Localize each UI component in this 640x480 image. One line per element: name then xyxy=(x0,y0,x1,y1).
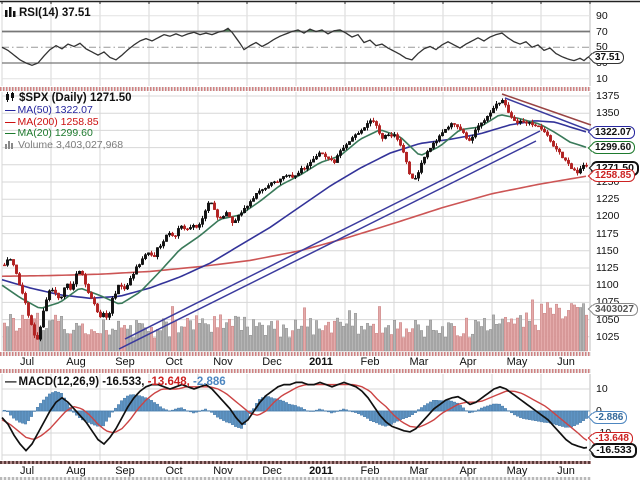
month-label-jul: Jul xyxy=(19,465,35,477)
ma200-label: MA(200) 1258.85 xyxy=(17,115,99,128)
rsi-legend-value: 37.51 xyxy=(61,7,91,19)
volume-bars-icon xyxy=(5,140,13,149)
month-label-may: May xyxy=(506,356,528,368)
axis-tick-label: 1125 xyxy=(596,262,619,274)
month-label-mar: Mar xyxy=(409,465,429,477)
macd-signal-callout: -13.648 xyxy=(587,431,633,445)
ma200-dash-icon: — xyxy=(5,115,16,128)
axis-tick-label: 1075 xyxy=(596,297,619,308)
panel-separator-macd-bottom xyxy=(0,461,591,464)
month-label-sep: Sep xyxy=(115,356,135,368)
axis-tick-label: 1150 xyxy=(596,244,619,257)
month-label-sep: Sep xyxy=(115,465,135,477)
month-label-aug: Aug xyxy=(66,465,86,477)
month-label-mar: Mar xyxy=(409,356,429,368)
axis-tick-label: 1175 xyxy=(596,227,619,240)
axis-tick-label: 90 xyxy=(596,9,608,22)
month-label-2011: 2011 xyxy=(309,465,333,477)
legend-volume: Volume 3,403,027,968 xyxy=(5,138,132,152)
axis-tick-label: 1200 xyxy=(596,210,620,223)
macd-hist-value: -2.886 xyxy=(193,376,226,388)
axis-tick-label: 1225 xyxy=(596,193,620,206)
month-label-nov: Nov xyxy=(213,356,233,368)
macd-label: MACD(12,26,9) xyxy=(18,376,100,388)
month-label-apr: Apr xyxy=(459,356,477,368)
ma20-dash-icon: — xyxy=(5,127,16,139)
rsi-value-callout: 37.51 xyxy=(587,50,625,64)
spx-title: $SPX (Daily) 1271.50 xyxy=(19,92,132,104)
ma50-dash-icon: — xyxy=(5,104,16,116)
indicator-chart-icon xyxy=(5,7,16,17)
axis-tick-label: 1025 xyxy=(596,330,620,343)
legend-ma200: — MA(200) 1258.85 xyxy=(5,115,132,129)
month-label-dec: Dec xyxy=(262,465,282,477)
month-label-oct: Oct xyxy=(165,356,183,368)
price-chart-icon xyxy=(6,92,14,102)
panel-separator-macd-top xyxy=(0,369,591,373)
axis-tick-label: 1050 xyxy=(596,313,620,326)
legend-ma20: — MA(20) 1299.60 xyxy=(5,128,132,140)
legend-ma50: — MA(50) 1322.07 xyxy=(5,105,132,117)
month-label-jun: Jun xyxy=(557,356,575,368)
panel-separator-mid xyxy=(0,352,591,356)
macd-line-value: -16.533, xyxy=(102,376,145,388)
axis-tick-label: 50 xyxy=(596,41,608,54)
axis-tick-label: 10 xyxy=(596,383,608,395)
macd-legend: — MACD(12,26,9) -16.533, -13.648, -2.886 xyxy=(5,376,226,389)
macd-hist-callout: -2.886 xyxy=(587,410,628,424)
ma200-callout: 1258.85 xyxy=(587,169,636,183)
month-label-feb: Feb xyxy=(360,465,380,477)
month-label-jul: Jul xyxy=(19,356,35,368)
month-label-jun: Jun xyxy=(557,465,575,477)
month-label-may: May xyxy=(506,465,528,477)
month-label-oct: Oct xyxy=(165,465,183,477)
month-label-feb: Feb xyxy=(360,356,380,368)
axis-tick-label: 70 xyxy=(596,25,608,38)
month-label-nov: Nov xyxy=(213,465,233,477)
panel-separator-top xyxy=(0,87,591,91)
ma50-callout: 1322.07 xyxy=(587,125,636,139)
month-label-dec: Dec xyxy=(262,356,282,368)
month-label-aug: Aug xyxy=(66,356,86,368)
ma20-callout: 1299.60 xyxy=(587,141,636,155)
axis-tick-label: 10 xyxy=(596,72,608,85)
rsi-legend: RSI(14) 37.51 xyxy=(5,3,91,21)
panel-separator-foot xyxy=(0,477,591,480)
volume-label: Volume 3,403,027,968 xyxy=(18,138,124,151)
axis-tick-label: 1100 xyxy=(596,279,619,292)
ma50-label: MA(50) 1322.07 xyxy=(17,104,93,116)
spx-legend: $SPX (Daily) 1271.50 — MA(50) 1322.07 — MA… xyxy=(5,92,132,151)
macd-line-callout: -16.533 xyxy=(588,442,637,458)
macd-dash-icon: — xyxy=(5,376,17,388)
month-label-apr: Apr xyxy=(459,465,477,477)
axis-tick-label: 1350 xyxy=(596,107,620,120)
month-label-2011: 2011 xyxy=(309,356,333,368)
rsi-legend-label: RSI(14) xyxy=(19,7,59,19)
volume-callout: 3403027 xyxy=(587,302,638,316)
macd-signal-value: -13.648, xyxy=(147,376,190,388)
ma20-label: MA(20) 1299.60 xyxy=(17,127,93,139)
axis-tick-label: 1375 xyxy=(596,90,620,102)
